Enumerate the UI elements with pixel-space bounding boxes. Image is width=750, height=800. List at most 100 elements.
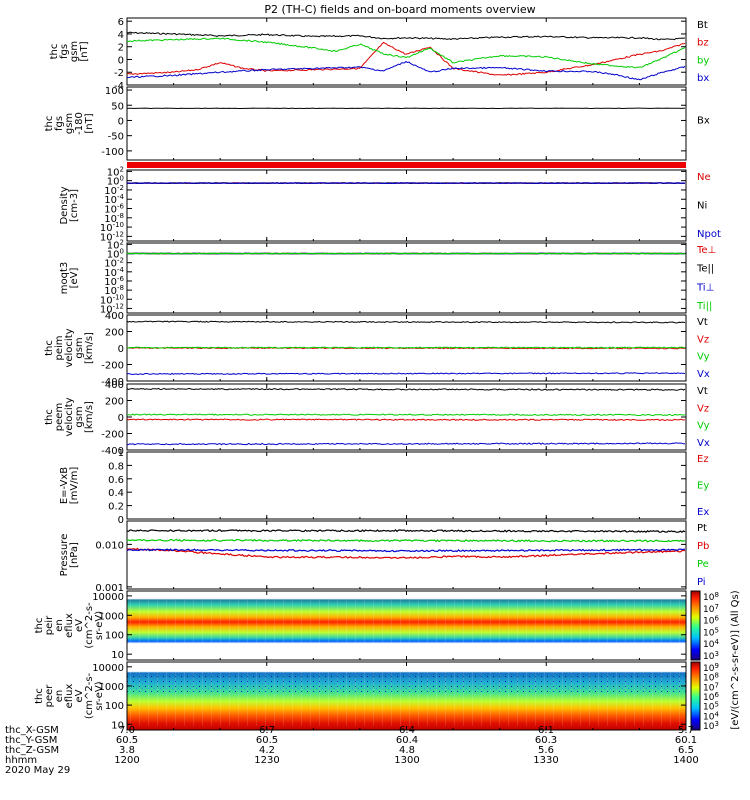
y-axis-label-line: thc: [44, 409, 55, 425]
spectrogram-stripe: [544, 599, 545, 656]
y-tick-label: 1000: [99, 682, 124, 693]
panel-efield: 0 0.2 0.4 0.6 0.8 1 E=-VxB [mV/m] Ez Ey Ex: [59, 448, 709, 526]
spectrogram-stripe: [292, 599, 293, 656]
spectrogram-stripe: [382, 670, 383, 726]
spectrogram-stripe: [589, 599, 590, 656]
spectrogram-stripe: [661, 599, 662, 656]
spectrogram-stripe: [175, 599, 176, 656]
spectrogram-stripe: [337, 670, 338, 726]
spectrogram-stripe: [544, 670, 545, 726]
legend-entry: Bt: [697, 20, 708, 31]
y-tick-label: -50: [108, 132, 124, 143]
xtick-value: 6.1: [538, 725, 554, 736]
y-tick-label: 10000: [92, 592, 124, 603]
plot-frame: [126, 169, 687, 242]
colorbar-tick-label: 106: [703, 615, 719, 627]
y-axis-label-line: fgs: [59, 44, 70, 59]
y-tick-label: 0.2: [108, 502, 124, 513]
spectrogram-stripe: [328, 670, 329, 726]
spectrogram-stripe: [670, 599, 671, 656]
spectrogram-stripe: [643, 670, 644, 726]
y-tick-label: 10-4: [104, 266, 124, 279]
spectrogram-stripe: [211, 670, 212, 726]
spectrogram-stripe: [616, 599, 617, 656]
y-tick-label: 100: [105, 701, 124, 712]
legend-entry: Pi: [697, 577, 706, 588]
spectrogram-stripe: [202, 599, 203, 656]
y-tick-label: 1000: [99, 611, 124, 622]
spectrogram-stripe: [625, 670, 626, 726]
spectrogram-stripe: [454, 670, 455, 726]
series-line-Npot: [127, 182, 686, 185]
panel-peim-velocity: -400 -200 0 200 400 thc peim velocity gsm [km/s] V…: [44, 311, 710, 388]
spectrogram-stripe: [301, 599, 302, 656]
spectrogram-stripe: [247, 670, 248, 726]
xtick-value: 1400: [673, 755, 698, 766]
y-tick-label: 200: [105, 328, 124, 339]
y-tick-label: 0.010: [95, 540, 124, 551]
y-tick-label: 10-4: [104, 193, 124, 206]
mode-bar-red: [127, 162, 686, 168]
spectrogram-stripe: [166, 599, 167, 656]
spectrogram-stripe: [400, 670, 401, 726]
series-line-Pt: [126, 529, 686, 533]
y-axis-label-line: -180: [74, 112, 85, 135]
y-tick-label: 1: [118, 448, 124, 459]
spectrogram-stripe: [535, 599, 536, 656]
y-axis-label-line: peem: [54, 403, 65, 431]
y-tick-label: -200: [101, 361, 124, 372]
legend-entry: Npot: [697, 229, 721, 240]
y-tick-label: 100: [107, 175, 124, 188]
y-tick-label: 10-10: [100, 221, 124, 234]
legend-entry: Vt: [697, 386, 708, 397]
spectrogram-stripe: [328, 599, 329, 656]
spectrogram-stripe: [427, 670, 428, 726]
y-tick-label: -2: [114, 68, 124, 79]
spectrogram-stripe: [346, 599, 347, 656]
spectrogram-stripe: [346, 670, 347, 726]
y-tick-label: 10: [111, 720, 124, 731]
xtick-value: 1300: [394, 755, 419, 766]
spectrogram-stripe: [526, 599, 527, 656]
spectrogram-stripe: [364, 670, 365, 726]
spectrogram-stripe: [634, 599, 635, 656]
spectrogram-stripe: [652, 599, 653, 656]
y-tick-label: -400: [101, 446, 124, 457]
legend-entry: Te⊥: [696, 245, 716, 256]
spectrogram-stripe: [436, 599, 437, 656]
colorbar-tick-label: 107: [703, 603, 719, 615]
colorbar: [690, 590, 701, 661]
series-line-Vz: [126, 347, 686, 350]
spectrogram-stripe: [256, 670, 257, 726]
spectrogram-stripe: [508, 599, 509, 656]
y-tick-label: 102: [107, 238, 124, 251]
xtick-value: 1330: [533, 755, 558, 766]
y-tick-label: 10-6: [104, 203, 124, 216]
spectrogram-stripe: [517, 670, 518, 726]
panel-fgs-scale: -100 -50 0 50 100 thc fgs gsm -180 [nT] Bx: [44, 86, 710, 161]
y-tick-label: 0.8: [108, 461, 124, 472]
spectrogram-stripe: [202, 670, 203, 726]
spectrogram-stripe: [427, 599, 428, 656]
panel-peem-velocity: -400 -200 0 200 400 thc peem velocity gsm [km/s] V…: [44, 380, 710, 457]
y-axis-label-line: [mV/m]: [69, 467, 80, 505]
spectrogram-stripe: [499, 599, 500, 656]
spectrogram-stripe: [238, 670, 239, 726]
series-line-Vt: [126, 387, 686, 391]
legend-entry: by: [697, 55, 709, 66]
legend-entry: Ni: [697, 201, 707, 212]
spectrogram-stripe: [490, 670, 491, 726]
colorbar-tick-label: 108: [703, 672, 719, 684]
y-axis-label-line: gsm: [64, 113, 75, 134]
legend-entry: Ti||: [696, 301, 712, 312]
spectrogram-stripe: [463, 599, 464, 656]
y-axis-label: thc peir en eflux eV (cm^2-s-sr-eV): [34, 602, 105, 649]
series-line-bx: [126, 60, 686, 81]
y-tick-label: 0: [118, 413, 124, 424]
y-axis-label-line: moqt3: [59, 262, 70, 295]
spectrogram-stripe: [436, 670, 437, 726]
legend-entry: Ex: [697, 507, 709, 518]
y-tick-label: 0: [118, 515, 124, 526]
spectrogram-stripe: [481, 670, 482, 726]
